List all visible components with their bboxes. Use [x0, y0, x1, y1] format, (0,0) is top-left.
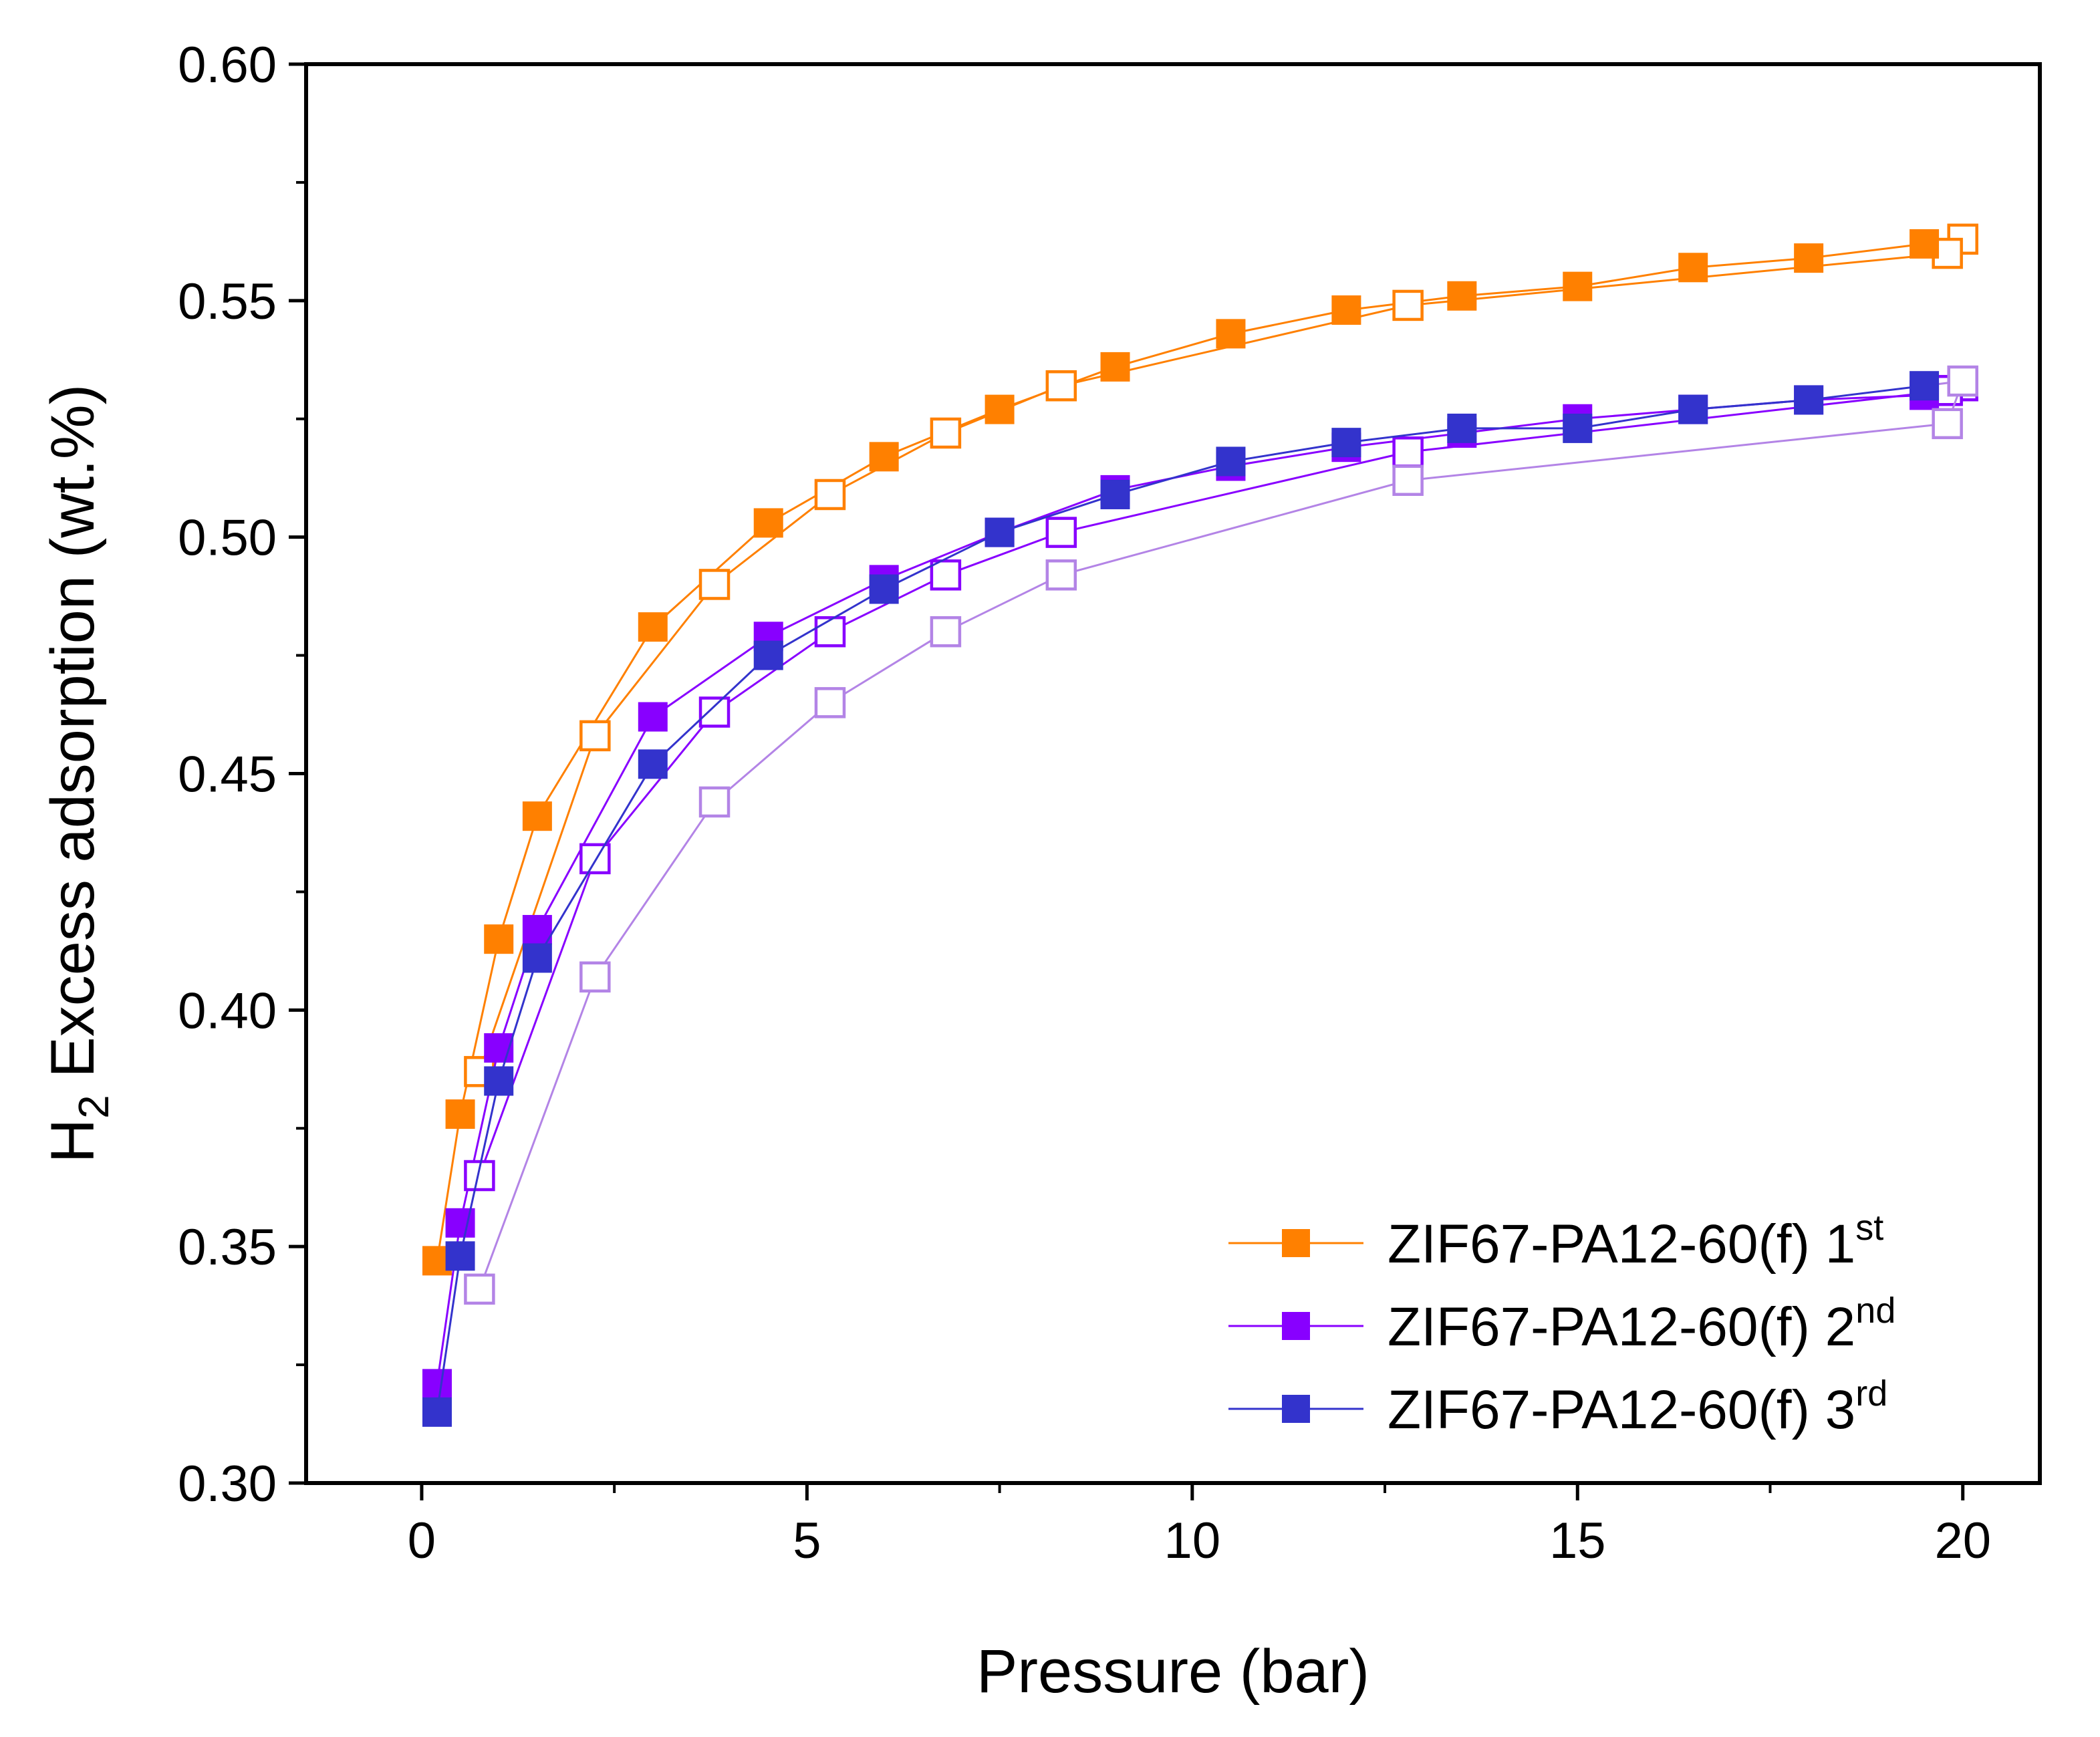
legend-marker [1282, 1229, 1310, 1257]
adsorption-point [985, 517, 1015, 547]
legend-marker [1282, 1312, 1310, 1340]
adsorption-point [1910, 371, 1940, 401]
legend-marker [1282, 1395, 1310, 1423]
legend-label: ZIF67-PA12-60(f) 3rd [1388, 1373, 1887, 1440]
adsorption-point [1216, 446, 1246, 477]
adsorption-point [522, 801, 552, 831]
adsorption-point [1678, 394, 1708, 424]
legend-label: ZIF67-PA12-60(f) 2nd [1388, 1291, 1895, 1357]
series-2-adsorption-line [436, 394, 1925, 1384]
desorption-point [930, 616, 962, 648]
series-layer [422, 223, 1978, 1427]
desorption-point [1045, 517, 1077, 548]
adsorption-point [1100, 352, 1130, 382]
x-tick-label: 15 [1549, 1512, 1606, 1569]
adsorption-point [422, 1397, 452, 1427]
x-tick-label: 10 [1164, 1512, 1221, 1569]
adsorption-point [1447, 281, 1477, 311]
y-tick-label: 0.30 [178, 1456, 277, 1512]
adsorption-point [1678, 253, 1708, 283]
adsorption-point [638, 702, 668, 732]
series-3-desorption-line [478, 380, 1964, 1290]
adsorption-point [1100, 479, 1130, 509]
x-axis-title: Pressure (bar) [976, 1637, 1369, 1706]
x-tick-label: 5 [793, 1512, 821, 1569]
y-tick-label: 0.40 [178, 982, 277, 1039]
adsorption-point [484, 1066, 514, 1096]
adsorption-point [753, 508, 783, 538]
desorption-point [1947, 365, 1978, 397]
y-axis-title: H2 Excess adsorption (wt.%) [39, 384, 118, 1164]
adsorption-point [869, 574, 899, 604]
adsorption-point [1794, 385, 1824, 415]
adsorption-point [445, 1208, 475, 1238]
series-3 [422, 365, 1978, 1427]
desorption-point [579, 961, 611, 993]
x-tick-label: 20 [1934, 1512, 1991, 1569]
adsorption-point [1563, 271, 1593, 301]
y-tick-label: 0.60 [178, 37, 277, 94]
legend-item-2: ZIF67-PA12-60(f) 2nd [1228, 1291, 1895, 1357]
desorption-point [464, 1273, 495, 1305]
adsorption-point [522, 915, 552, 945]
desorption-point [930, 559, 962, 591]
adsorption-point [484, 924, 514, 954]
adsorption-point [1447, 413, 1477, 443]
desorption-point [1392, 436, 1424, 468]
x-tick-label: 0 [408, 1512, 436, 1569]
legend-label: ZIF67-PA12-60(f) 1st [1388, 1208, 1883, 1275]
adsorption-point [1331, 295, 1361, 325]
legend-item-1: ZIF67-PA12-60(f) 1st [1228, 1208, 1883, 1275]
plot-frame [304, 62, 2042, 1485]
adsorption-point [638, 612, 668, 642]
y-tick-label: 0.55 [178, 273, 277, 330]
desorption-point [814, 616, 846, 648]
desorption-point [1932, 408, 1963, 440]
y-tick-label: 0.45 [178, 747, 277, 803]
adsorption-point [445, 1099, 475, 1129]
adsorption-point [522, 943, 552, 973]
series-1 [422, 223, 1978, 1276]
adsorption-point [1563, 413, 1593, 443]
adsorption-point [869, 442, 899, 472]
desorption-point [1045, 370, 1077, 402]
desorption-point [814, 479, 846, 511]
desorption-point [1392, 464, 1424, 496]
adsorption-point [445, 1241, 475, 1271]
legend: ZIF67-PA12-60(f) 1st ZIF67-PA12-60(f) 2nd… [1228, 1208, 1895, 1440]
adsorption-point [985, 394, 1015, 424]
adsorption-point [422, 1369, 452, 1399]
desorption-point [698, 786, 731, 818]
adsorption-point [638, 749, 668, 779]
y-tick-label: 0.50 [178, 510, 277, 567]
y-axis-title-sub: 2 [70, 1095, 118, 1119]
y-axis-title-main: H [39, 1119, 107, 1163]
adsorption-point [1216, 319, 1246, 349]
adsorption-point [1331, 428, 1361, 458]
desorption-point [698, 569, 731, 600]
desorption-point [814, 687, 846, 718]
desorption-point [930, 417, 962, 449]
tick-labels: 0 5 10 15 20 0.30 0.35 0.40 0.45 0.50 0.55 0.60 [178, 37, 1991, 1569]
desorption-point [698, 696, 731, 728]
adsorption-point [1794, 243, 1824, 273]
desorption-point [1045, 559, 1077, 591]
legend-item-3: ZIF67-PA12-60(f) 3rd [1228, 1373, 1887, 1440]
adsorption-point [753, 640, 783, 670]
y-axis-title-rest: Excess adsorption (wt.%) [39, 384, 107, 1095]
desorption-point [579, 720, 611, 752]
series-3-adsorption-line [436, 384, 1925, 1413]
desorption-point [1392, 289, 1424, 321]
y-tick-label: 0.35 [178, 1219, 277, 1276]
adsorption-point [1910, 229, 1940, 259]
desorption-point [579, 843, 611, 875]
